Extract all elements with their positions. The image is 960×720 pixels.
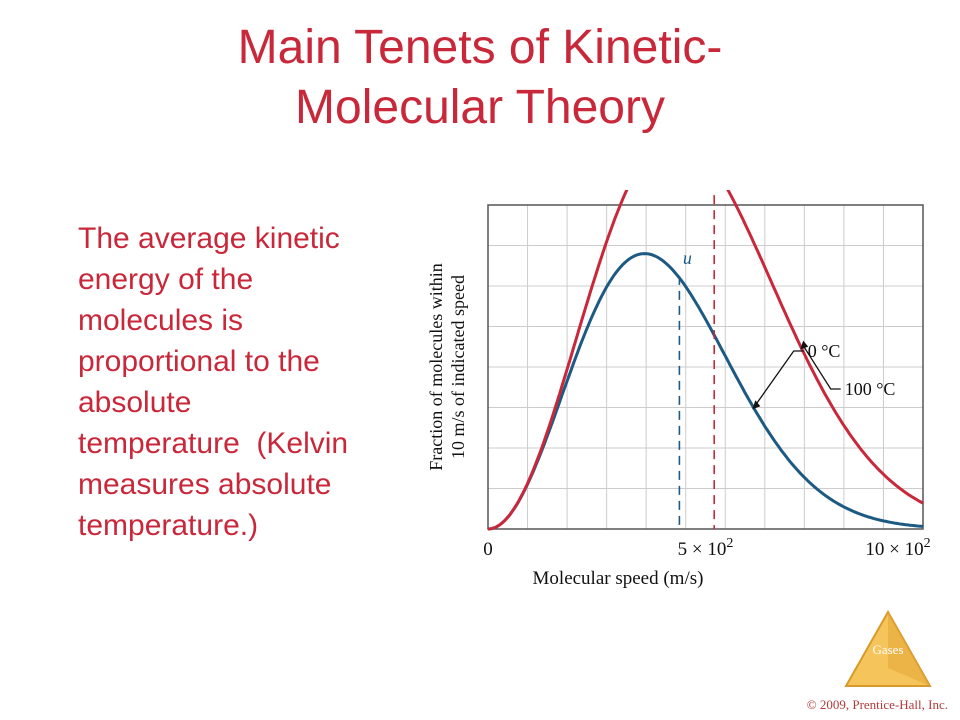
title-line-2: Molecular Theory (295, 81, 665, 134)
series-label-100C: 100 °C (845, 379, 896, 399)
x-tick-superscript: 2 (726, 536, 733, 551)
logo-shade (888, 612, 930, 686)
body-line: The average kinetic (78, 222, 340, 255)
slide-title: Main Tenets of Kinetic- Molecular Theory (0, 18, 960, 138)
pointer-100C (802, 345, 841, 390)
body-line: energy of the (78, 263, 254, 296)
body-paragraph: The average kinetic energy of the molecu… (78, 218, 418, 546)
body-line: temperature (Kelvin (78, 427, 349, 460)
x-tick-text: 0 (483, 539, 493, 560)
chart-marks (678, 190, 841, 529)
y-axis-label-line1: Fraction of molecules within (426, 263, 446, 470)
body-line: absolute (78, 386, 192, 419)
series-label-0C: 0 °C (808, 341, 841, 361)
chart-grid (488, 205, 923, 529)
chart-curves (487, 190, 924, 531)
plot-frame (487, 204, 924, 530)
pointer-100C-arrowhead (800, 340, 809, 350)
curve-100C (487, 190, 924, 531)
logo-label: Gases (872, 642, 903, 657)
speed-distribution-chart: Fraction of molecules within 10 m/s of i… (426, 190, 931, 589)
x-tick-label: 10 × 102 (865, 536, 930, 560)
x-tick-superscript: 2 (924, 536, 931, 551)
gases-logo: Gases (844, 609, 932, 687)
body-line: molecules is (78, 304, 244, 337)
pointer-0C (754, 350, 804, 406)
x-axis-label: Molecular speed (m/s) (533, 568, 704, 589)
title-line-1: Main Tenets of Kinetic- (237, 21, 723, 74)
y-axis-label-line2: 10 m/s of indicated speed (448, 275, 468, 459)
body-line: proportional to the (78, 345, 320, 378)
copyright-notice: © 2009, Prentice-Hall, Inc. (806, 697, 948, 712)
curve-0C (487, 252, 924, 531)
x-tick-label: 0 (483, 539, 493, 560)
pointer-0C-arrowhead (752, 400, 761, 410)
x-tick-text: 10 × 10 (865, 539, 923, 560)
x-tick-label: 5 × 102 (678, 536, 734, 560)
x-tick-text: 5 × 10 (678, 539, 727, 560)
body-line: temperature.) (78, 509, 259, 542)
mean-speed-label-0C: u (683, 248, 692, 268)
body-line: measures absolute (78, 468, 332, 501)
